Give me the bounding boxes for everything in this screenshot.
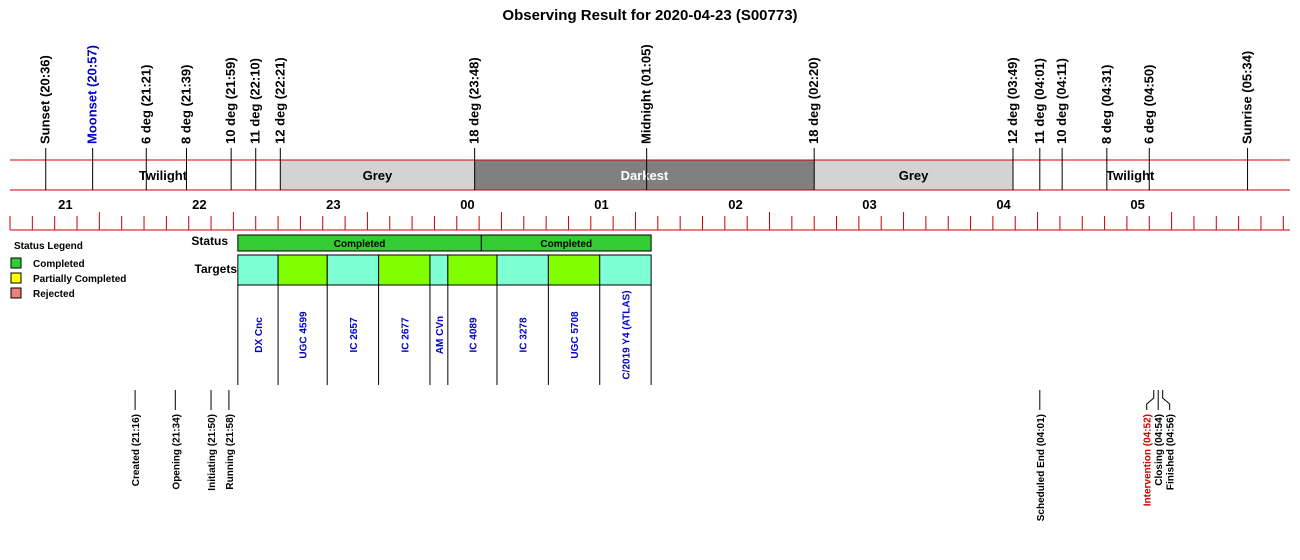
status-block-1 (480, 234, 652, 252)
target-label-4: AM CVn (435, 316, 446, 354)
targets-row-label: Targets (195, 262, 238, 276)
night-event-label-12: 10 deg (04:11) (1054, 58, 1069, 144)
sky-band-3 (814, 160, 1014, 190)
hour-label-4: 01 (594, 197, 608, 212)
hour-label-8: 05 (1130, 197, 1144, 212)
hour-label-5: 02 (728, 197, 742, 212)
sky-band-label-1: Grey (363, 168, 393, 183)
legend-label-0: Completed (33, 259, 85, 270)
night-event-label-2: 6 deg (21:21) (138, 65, 153, 144)
op-event-line-7 (1162, 390, 1171, 410)
night-event-label-13: 8 deg (04:31) (1099, 65, 1114, 144)
op-event-label-3: Running (21:58) (225, 414, 236, 490)
target-block-6 (496, 254, 549, 286)
hour-label-7: 04 (996, 197, 1011, 212)
target-label-5: IC 4089 (468, 317, 479, 352)
sky-band-label-0: Twilight (139, 168, 188, 183)
target-label-3: IC 2677 (400, 317, 411, 352)
target-block-4 (429, 254, 449, 286)
sky-band-4 (1013, 160, 1248, 190)
target-block-1 (277, 254, 328, 286)
target-label-6: IC 3278 (519, 317, 530, 352)
target-label-0: DX Cnc (254, 317, 265, 353)
sky-band-1 (280, 160, 475, 190)
target-label-7: UGC 5708 (570, 311, 581, 359)
night-event-label-11: 11 deg (04:01) (1032, 58, 1047, 144)
sky-band-label-4: Twilight (1106, 168, 1155, 183)
sky-band-label-2: Darkest (621, 168, 669, 183)
night-event-label-14: 6 deg (04:50) (1141, 65, 1156, 144)
sky-band-2 (474, 160, 815, 190)
legend-swatch-1 (10, 272, 22, 284)
legend-title: Status Legend (14, 241, 83, 252)
hour-label-2: 23 (326, 197, 340, 212)
target-block-0 (237, 254, 279, 286)
target-block-3 (378, 254, 431, 286)
sky-band-label-3: Grey (899, 168, 929, 183)
status-block-label-1: Completed (540, 239, 592, 250)
op-event-label-0: Created (21:16) (131, 414, 142, 486)
hour-label-3: 00 (460, 197, 474, 212)
legend-swatch-2 (10, 287, 22, 299)
op-event-label-7: Finished (04:56) (1166, 414, 1177, 490)
op-event-label-2: Initiating (21:50) (207, 414, 218, 491)
night-event-label-3: 8 deg (21:39) (178, 65, 193, 144)
hour-label-1: 22 (192, 197, 206, 212)
hour-label-0: 21 (58, 197, 72, 212)
op-event-label-5: Intervention (04:52) (1143, 414, 1154, 506)
target-block-2 (326, 254, 380, 286)
target-label-8: C/2019 Y4 (ATLAS) (621, 290, 632, 379)
hour-label-6: 03 (862, 197, 876, 212)
legend-swatch-0 (10, 257, 22, 269)
op-event-label-4: Scheduled End (04:01) (1036, 414, 1047, 521)
chart-title: Observing Result for 2020-04-23 (S00773) (502, 7, 797, 24)
night-event-label-4: 10 deg (21:59) (223, 57, 238, 144)
target-label-1: UGC 4599 (299, 311, 310, 359)
night-event-label-8: Midnight (01:05) (639, 44, 654, 144)
night-event-label-0: Sunset (20:36) (38, 55, 53, 144)
op-event-line-5 (1146, 390, 1155, 410)
night-event-label-15: Sunrise (05:34) (1240, 51, 1255, 144)
legend-label-1: Partially Completed (33, 274, 126, 285)
op-event-label-1: Opening (21:34) (171, 414, 182, 490)
night-event-label-10: 12 deg (03:49) (1005, 57, 1020, 144)
target-block-8 (599, 254, 652, 286)
legend-label-2: Rejected (33, 289, 75, 300)
op-event-label-6: Closing (04:54) (1154, 414, 1165, 486)
status-block-label-0: Completed (334, 239, 386, 250)
night-event-label-5: 11 deg (22:10) (248, 58, 263, 144)
target-block-5 (447, 254, 498, 286)
night-event-label-9: 18 deg (02:20) (806, 57, 821, 144)
night-event-label-6: 12 deg (22:21) (272, 57, 287, 144)
sky-band-0 (45, 160, 281, 190)
night-event-label-1: Moonset (20:57) (85, 45, 100, 144)
night-event-label-7: 18 deg (23:48) (467, 57, 482, 144)
target-block-7 (547, 254, 601, 286)
target-label-2: IC 2657 (349, 317, 360, 352)
status-row-label: Status (191, 234, 228, 248)
